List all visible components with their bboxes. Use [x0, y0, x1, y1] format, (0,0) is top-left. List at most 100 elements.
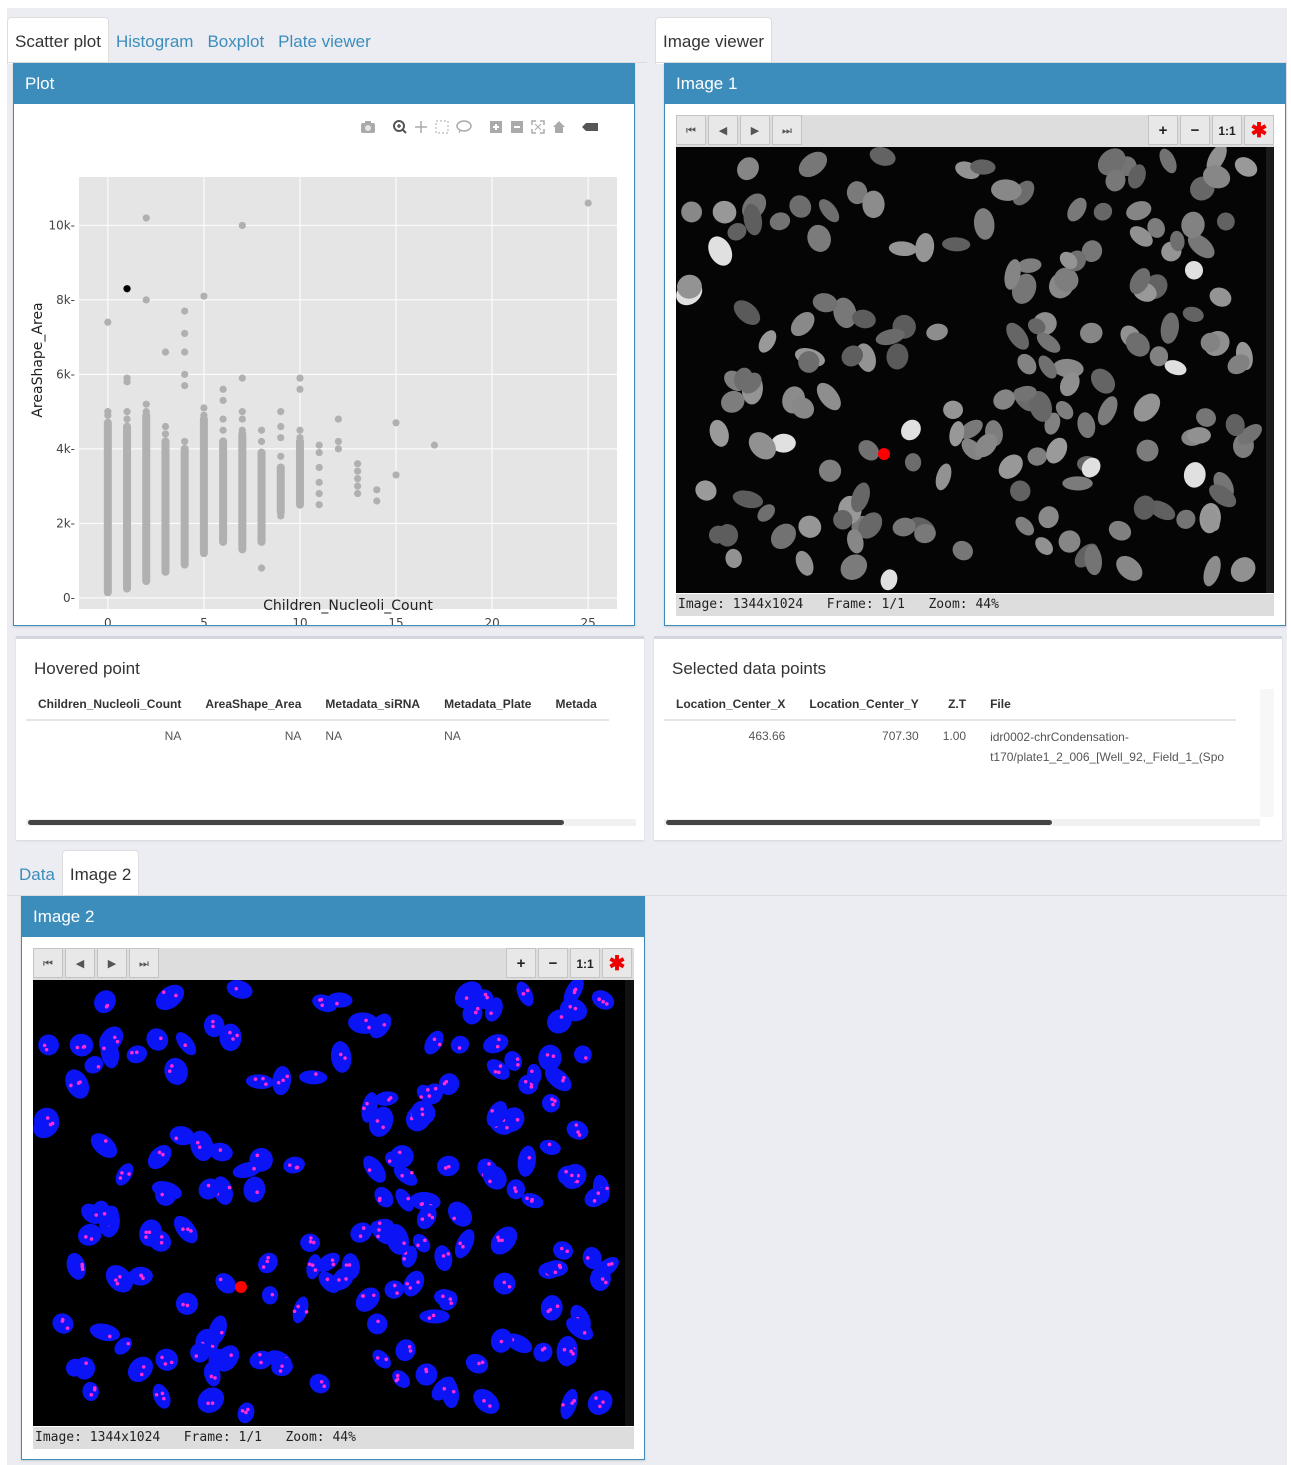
- lasso-icon[interactable]: [456, 120, 472, 134]
- scatter-plot[interactable]: 0 5 10 15 20 25 0- 2k- 4k- 6k- 8k- 10k- Children_N…: [14, 105, 634, 625]
- data-point[interactable]: [238, 221, 246, 230]
- data-point[interactable]: [219, 415, 227, 423]
- scrollbar-thumb[interactable]: [666, 820, 1052, 825]
- column-header[interactable]: Children_Nucleoli_Count: [26, 689, 194, 721]
- prev-frame-button[interactable]: ◀: [65, 948, 95, 978]
- data-point[interactable]: [181, 348, 189, 356]
- data-point[interactable]: [354, 460, 362, 468]
- column-header[interactable]: Metadata_siRNA: [313, 689, 433, 721]
- data-point[interactable]: [277, 434, 285, 442]
- zoom-out-icon[interactable]: [510, 120, 524, 134]
- data-point[interactable]: [123, 415, 131, 423]
- zoom-in-button[interactable]: +: [506, 948, 536, 978]
- column-header[interactable]: Z.T: [930, 689, 979, 721]
- data-point[interactable]: [296, 374, 304, 382]
- data-point[interactable]: [104, 318, 112, 326]
- data-point[interactable]: [161, 348, 170, 356]
- data-point[interactable]: [219, 396, 227, 405]
- hovered-scrollbar[interactable]: [26, 819, 636, 826]
- data-point[interactable]: [373, 486, 381, 494]
- first-frame-button[interactable]: ⏮: [33, 948, 63, 978]
- data-point[interactable]: [200, 292, 208, 300]
- data-point[interactable]: [238, 408, 246, 416]
- tab-image-viewer[interactable]: Image viewer: [655, 17, 773, 64]
- data-point[interactable]: [257, 530, 266, 539]
- marker-toggle-button[interactable]: ✱: [1244, 115, 1274, 145]
- data-point[interactable]: [219, 426, 227, 434]
- data-point[interactable]: [315, 441, 323, 449]
- data-point[interactable]: [161, 430, 170, 438]
- data-point[interactable]: [334, 437, 342, 446]
- zoom-icon[interactable]: [393, 120, 407, 134]
- data-point[interactable]: [219, 385, 227, 393]
- data-point[interactable]: [238, 426, 246, 434]
- data-point[interactable]: [238, 545, 246, 554]
- data-point[interactable]: [354, 467, 362, 475]
- spike-icon[interactable]: [581, 120, 599, 134]
- data-point[interactable]: [296, 385, 304, 393]
- data-point[interactable]: [296, 434, 304, 442]
- data-point[interactable]: [315, 478, 323, 486]
- autoscale-icon[interactable]: [531, 120, 545, 134]
- data-point[interactable]: [277, 422, 285, 431]
- data-point[interactable]: [315, 489, 323, 498]
- box-select-icon[interactable]: [435, 120, 449, 134]
- data-point[interactable]: [334, 415, 342, 423]
- tab-image-2[interactable]: Image 2: [61, 850, 140, 897]
- data-point[interactable]: [181, 381, 189, 390]
- data-point[interactable]: [123, 408, 131, 416]
- data-point[interactable]: [392, 471, 400, 479]
- highlighted-point[interactable]: [123, 285, 131, 293]
- data-point[interactable]: [354, 482, 362, 490]
- zoom-reset-button[interactable]: 1:1: [1212, 115, 1242, 145]
- marker-toggle-button[interactable]: ✱: [602, 948, 632, 978]
- data-point[interactable]: [181, 307, 189, 315]
- vertical-scroll-track[interactable]: [1260, 689, 1274, 817]
- data-point[interactable]: [123, 378, 131, 386]
- data-point[interactable]: [315, 448, 323, 457]
- table-row[interactable]: 463.66 707.30 1.00 idr0002-chrCondensati…: [664, 720, 1236, 775]
- data-point[interactable]: [584, 199, 592, 207]
- data-point[interactable]: [257, 426, 266, 434]
- data-point[interactable]: [200, 411, 208, 419]
- data-point[interactable]: [238, 415, 246, 423]
- image2-canvas[interactable]: [33, 980, 634, 1426]
- camera-icon[interactable]: [360, 120, 376, 134]
- next-frame-button[interactable]: ▶: [740, 115, 770, 145]
- column-header[interactable]: Metada: [543, 689, 609, 721]
- data-point[interactable]: [354, 489, 362, 498]
- column-header[interactable]: File: [978, 689, 1237, 721]
- last-frame-button[interactable]: ⏭: [129, 948, 159, 978]
- data-point[interactable]: [315, 463, 323, 472]
- scrollbar-thumb[interactable]: [28, 820, 564, 825]
- data-point[interactable]: [354, 475, 362, 483]
- pan-icon[interactable]: [414, 120, 428, 134]
- data-point[interactable]: [257, 437, 266, 446]
- zoom-in-button[interactable]: +: [1148, 115, 1178, 145]
- zoom-reset-button[interactable]: 1:1: [570, 948, 600, 978]
- data-point[interactable]: [142, 400, 150, 408]
- zoom-in-icon[interactable]: [489, 120, 503, 134]
- data-point[interactable]: [142, 296, 150, 304]
- zoom-out-button[interactable]: −: [538, 948, 568, 978]
- column-header[interactable]: Location_Center_Y: [797, 689, 931, 721]
- data-point[interactable]: [334, 445, 342, 453]
- image1-canvas[interactable]: [676, 147, 1274, 593]
- last-frame-button[interactable]: ⏭: [772, 115, 802, 145]
- data-point[interactable]: [430, 441, 439, 449]
- data-point[interactable]: [296, 426, 304, 434]
- data-point[interactable]: [277, 452, 285, 460]
- column-header[interactable]: Metadata_Plate: [432, 689, 544, 721]
- data-point[interactable]: [238, 374, 246, 382]
- selected-scrollbar[interactable]: [664, 819, 1260, 826]
- data-point[interactable]: [200, 404, 208, 412]
- data-point[interactable]: [277, 408, 285, 416]
- tab-scatter-plot[interactable]: Scatter plot: [7, 17, 109, 64]
- data-point[interactable]: [142, 214, 150, 222]
- table-row[interactable]: NA NA NA NA: [26, 720, 609, 751]
- zoom-out-button[interactable]: −: [1180, 115, 1210, 145]
- data-point[interactable]: [277, 512, 285, 520]
- first-frame-button[interactable]: ⏮: [676, 115, 706, 145]
- tab-boxplot[interactable]: Boxplot: [207, 32, 265, 51]
- home-icon[interactable]: [552, 120, 566, 134]
